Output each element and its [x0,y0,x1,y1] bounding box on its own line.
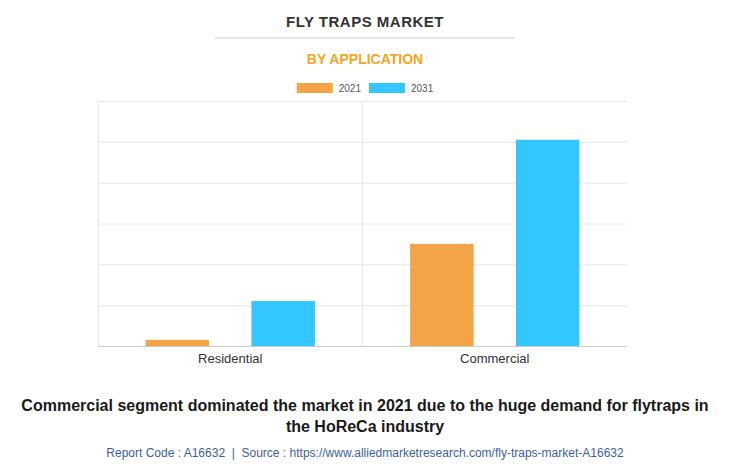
bar [410,244,473,346]
title-rule [215,38,515,39]
bar [516,140,579,346]
x-tick-label: Commercial [460,351,529,366]
bar [251,301,314,346]
plot: Residential Commercial [98,101,628,366]
category-divider [362,101,363,346]
legend-item: 2021 [297,83,362,94]
x-tick: Residential [198,351,262,366]
title: FLY TRAPS MARKET [286,13,444,30]
x-axis: Residential Commercial [99,347,628,367]
legend-label: 2021 [339,83,362,94]
caption: Commercial segment dominated the market … [10,395,720,437]
x-axis-line [99,346,628,347]
legend-label: 2031 [411,83,434,94]
y-axis [98,102,627,347]
y-tick [98,346,627,347]
bar [146,340,209,346]
legend-swatch [369,83,405,93]
x-tick: Commercial [460,351,529,366]
legend-item: 2031 [369,83,434,94]
grid-line [98,346,627,347]
source-note: Report Code : A16632 | Source : https://… [0,446,730,460]
x-tick-label: Residential [198,351,262,366]
page: {"chart_data": {"type": "bar", "title": … [0,0,730,473]
bars [146,140,580,346]
legend: 2021 2031 [297,83,434,94]
subtitle: BY APPLICATION [307,51,423,67]
legend-swatch [297,83,333,93]
